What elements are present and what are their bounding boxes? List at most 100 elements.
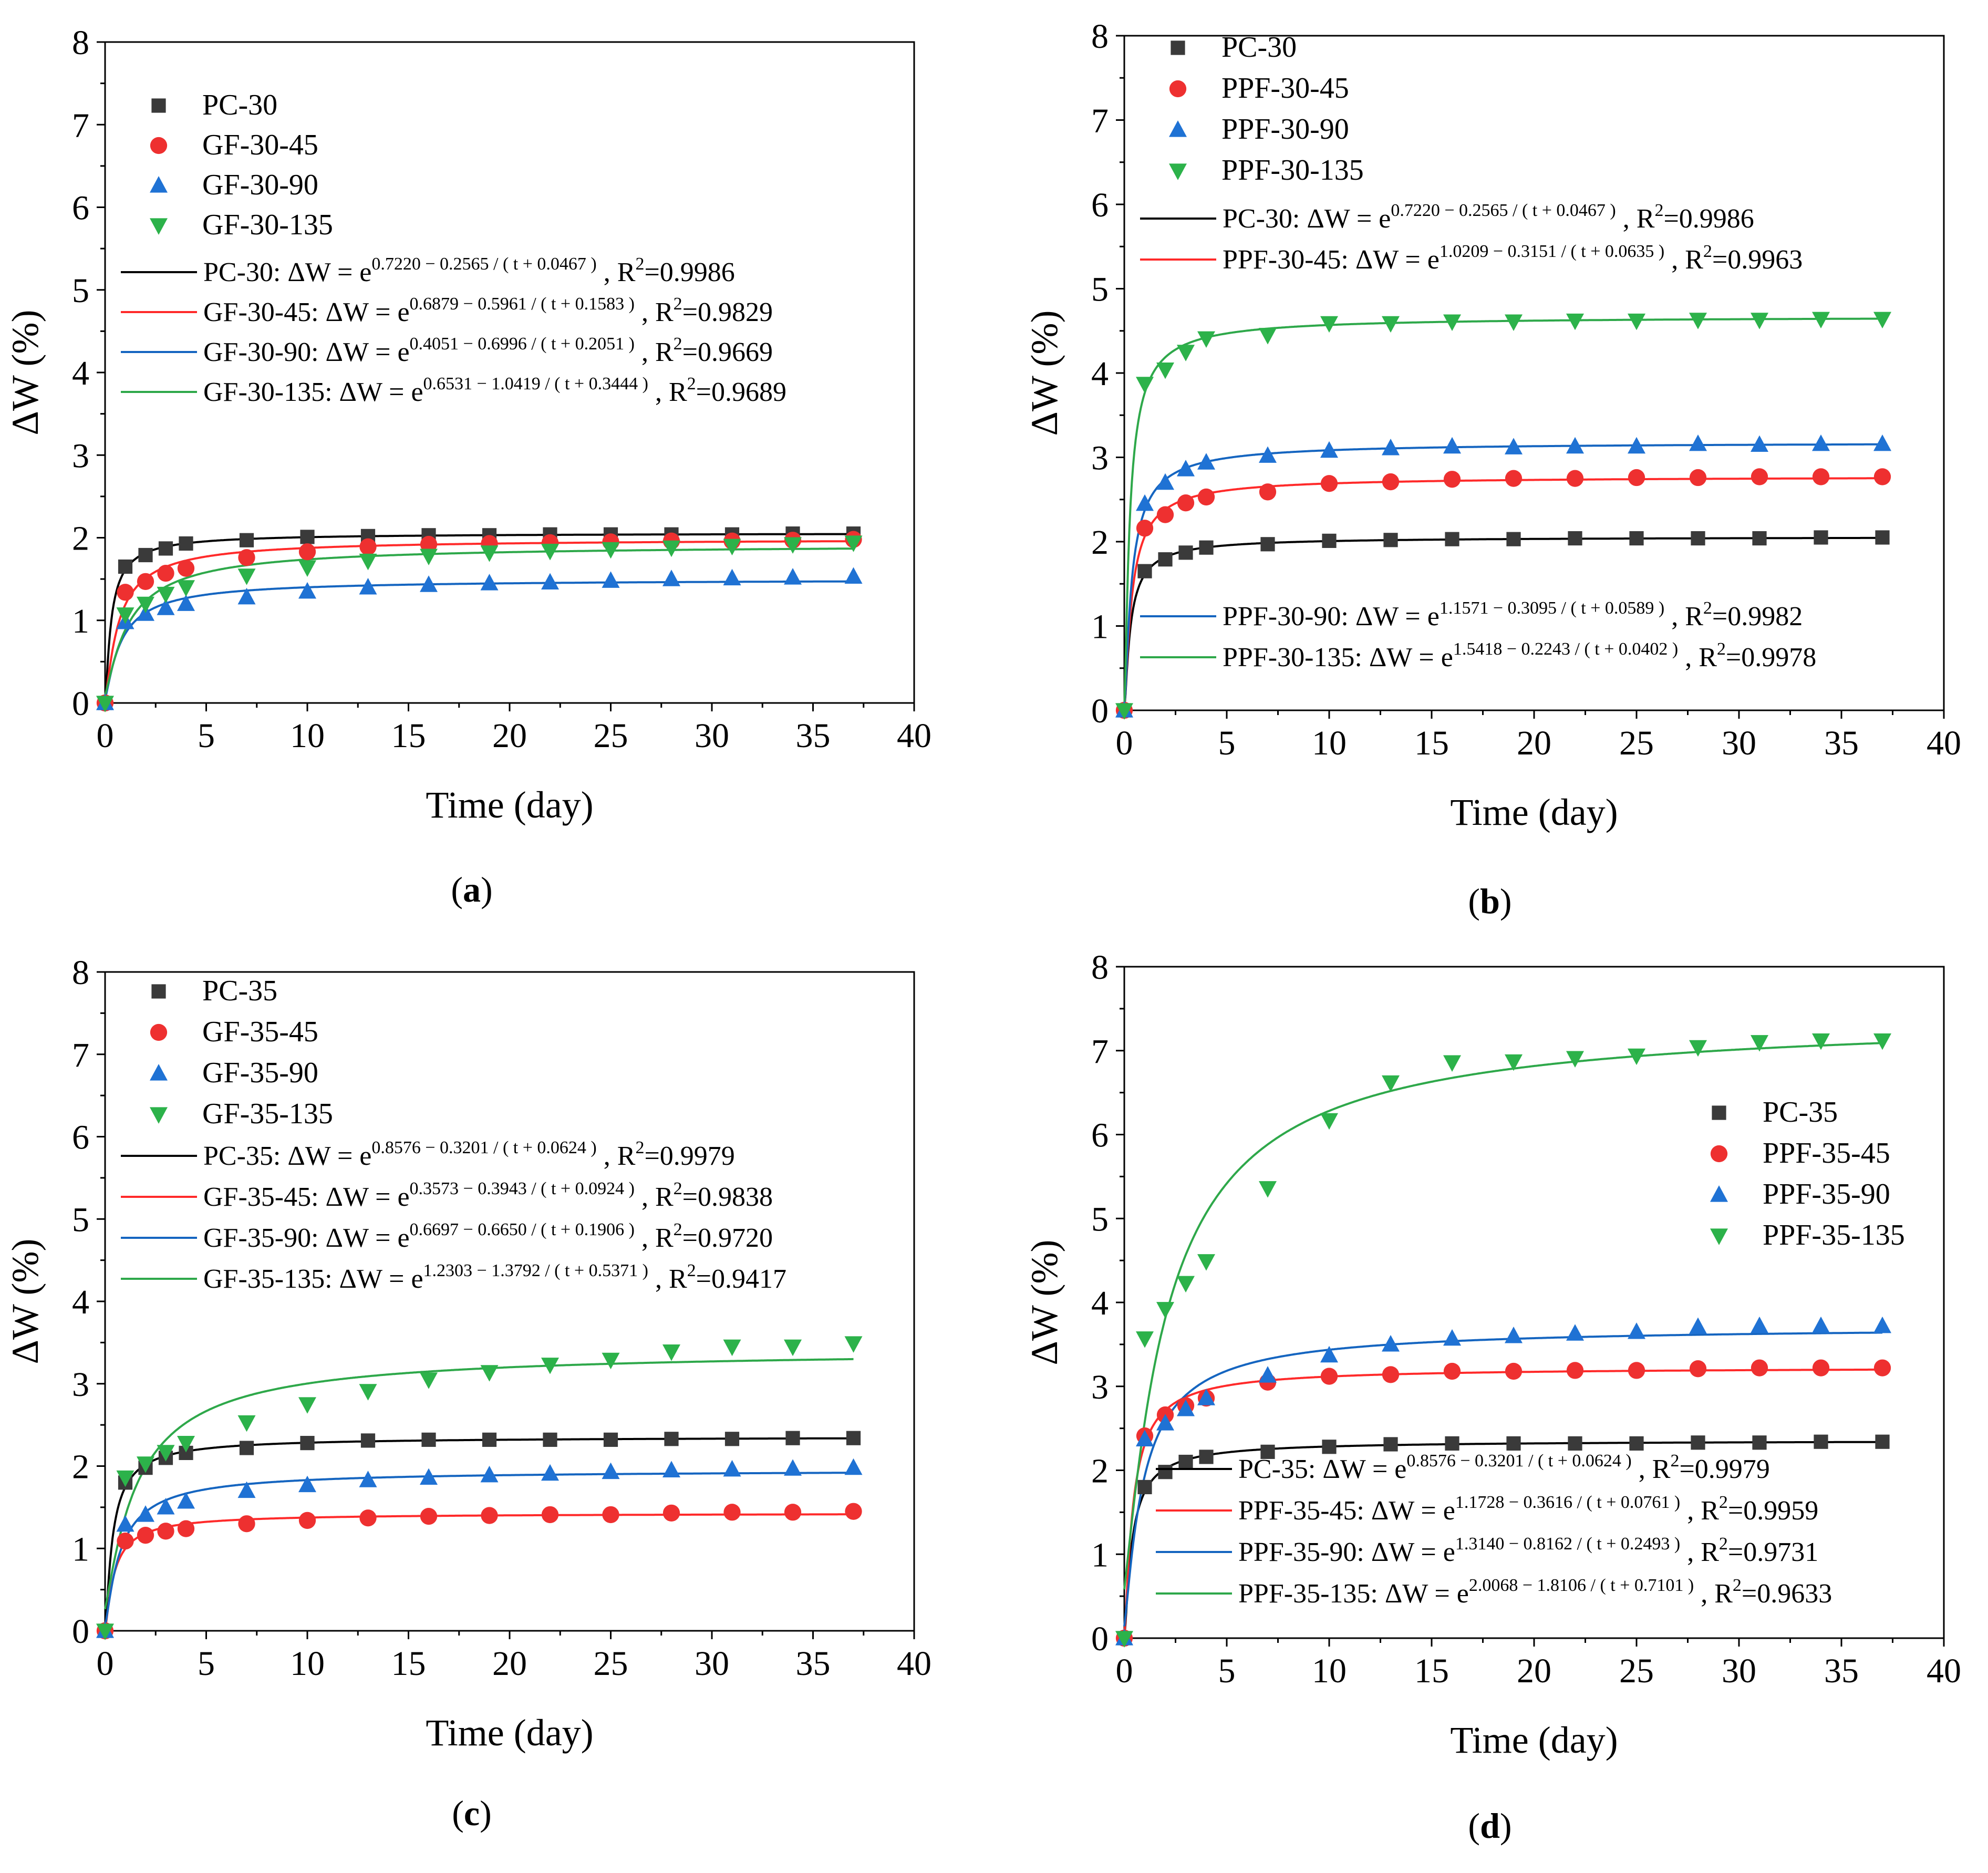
data-point-triangle-down	[237, 568, 256, 585]
caption-open: (	[1468, 1806, 1480, 1846]
y-tick-label: 7	[72, 106, 89, 144]
data-point-triangle-down	[1177, 345, 1195, 361]
legend-fit-4-exponent: 1.2303 − 1.3792 / ( t + 0.5371 )	[423, 1261, 648, 1280]
legend-fit-3-exponent: 1.3140 − 0.8162 / ( t + 0.2493 )	[1455, 1534, 1680, 1554]
data-point-circle	[845, 1503, 862, 1520]
data-point-circle	[1689, 1360, 1707, 1378]
data-point-triangle-down	[602, 1352, 620, 1370]
x-tick-label: 20	[492, 717, 527, 755]
data-point-circle	[1566, 470, 1584, 487]
data-point-triangle-down	[96, 696, 114, 712]
data-point-triangle-up	[1320, 1346, 1338, 1363]
data-point-circle	[1136, 520, 1154, 537]
data-point-square	[1137, 564, 1152, 578]
x-tick-label: 10	[1312, 1652, 1347, 1690]
data-point-circle	[1812, 1359, 1830, 1377]
y-tick-label: 4	[1091, 1284, 1109, 1322]
x-tick-label: 30	[1722, 724, 1756, 762]
data-point-triangle-up	[1873, 434, 1891, 451]
data-point-circle	[117, 584, 134, 601]
data-point-square	[1875, 1434, 1890, 1449]
legend-fit-4-label: PPF-35-135: ΔW = e2.0068 − 1.8106 / ( t …	[1238, 1576, 1832, 1609]
legend-fit-2-label-main: GF-35-45: ΔW = e	[203, 1182, 410, 1212]
data-point-triangle-up	[359, 1471, 377, 1487]
data-point-triangle-down	[1873, 312, 1891, 329]
x-tick-label: 25	[1619, 1652, 1654, 1690]
data-point-square	[1383, 1437, 1398, 1452]
data-point-triangle-down	[1443, 314, 1461, 331]
data-point-circle	[1751, 1359, 1768, 1377]
fit-curve-3	[1123, 1331, 1883, 1627]
data-point-triangle-up	[1259, 446, 1277, 463]
legend-marker-square	[151, 98, 166, 113]
data-point-circle	[1812, 468, 1830, 485]
caption-letter: a	[463, 870, 481, 909]
x-tick-label: 0	[97, 1644, 114, 1683]
legend-fit-3-label-main: GF-35-90: ΔW = e	[203, 1223, 410, 1253]
data-point-triangle-down	[359, 1384, 377, 1401]
legend-fit-2-r2-value: =0.9959	[1728, 1496, 1818, 1526]
x-tick-label: 20	[1517, 724, 1551, 762]
data-point-circle	[420, 1507, 438, 1525]
y-tick-label: 6	[1091, 186, 1109, 224]
x-axis-label: Time (day)	[1450, 1719, 1618, 1761]
fit-curve-2	[1123, 477, 1882, 709]
panel-c: 0 5 10 15 20 25 30 35 40 0 1 2 3 4 5 6 7 8 Time (day) ΔW (%…	[4, 954, 931, 1833]
legend-fit-2-exponent: 1.0209 − 0.3151 / ( t + 0.0635 )	[1440, 242, 1664, 261]
data-point-square	[118, 559, 133, 574]
data-point-circle	[238, 549, 255, 566]
data-point-triangle-up	[1197, 1389, 1215, 1405]
data-point-square	[664, 1432, 679, 1446]
data-point-triangle-up	[541, 573, 559, 590]
legend-fit-4-r2-value: =0.9417	[696, 1264, 786, 1294]
data-point-circle	[157, 564, 174, 582]
x-tick-label: 35	[796, 717, 831, 755]
x-tick-label: 40	[897, 1644, 931, 1683]
legend-fit-1-r2-sup: 2	[1670, 1451, 1679, 1471]
legend-label: PC-35	[1763, 1096, 1838, 1129]
legend-label: PPF-30-90	[1221, 113, 1349, 146]
data-point-square	[1158, 1465, 1173, 1479]
data-point-circle	[1443, 1362, 1461, 1380]
fit-curve-2	[104, 1513, 854, 1630]
data-point-triangle-up	[157, 1498, 175, 1515]
legend-fit-4-r2-value: =0.9633	[1742, 1579, 1832, 1609]
legend-fit-1-exponent: 0.7220 − 0.2565 / ( t + 0.0467 )	[1391, 201, 1616, 220]
legend-label: PC-35	[202, 975, 277, 1007]
fit-curve-4	[104, 1358, 854, 1610]
y-tick-label: 1	[72, 602, 89, 640]
x-tick-label: 10	[290, 1644, 325, 1683]
x-tick-label: 25	[594, 717, 628, 755]
legend-fit-2-r2-value: =0.9829	[682, 297, 773, 327]
data-point-square	[300, 530, 315, 544]
data-point-circle	[298, 543, 316, 561]
data-point-triangle-up	[1443, 1329, 1461, 1346]
legend-fit-1-exponent: 0.8576 − 0.3201 / ( t + 0.0624 )	[371, 1138, 596, 1157]
y-tick-label: 0	[1091, 692, 1109, 730]
legend-fit-1-r2-sup: 2	[635, 1138, 644, 1157]
legend-fit-4-r2-prefix: , R	[1694, 1579, 1733, 1609]
legend-fit-3-r2-prefix: , R	[635, 1223, 674, 1253]
legend-label: GF-30-45	[202, 129, 318, 161]
y-tick-label: 3	[72, 1365, 89, 1404]
data-point-triangle-down	[1628, 313, 1645, 330]
y-tick-label: 1	[1091, 608, 1109, 646]
data-point-triangle-up	[1628, 437, 1645, 454]
data-point-triangle-up	[1156, 1414, 1174, 1431]
data-point-triangle-down	[1382, 1075, 1400, 1092]
fit-curve-1	[104, 1437, 854, 1630]
x-tick-label: 35	[1824, 724, 1859, 762]
panel-d: 0 5 10 15 20 25 30 35 40 0 1 2 3 4 5 6 7 8 Time (day) ΔW (%…	[1023, 948, 1961, 1846]
legend-fit-3-label: GF-30-90: ΔW = e0.4051 − 0.6996 / ( t + …	[203, 334, 773, 367]
data-point-circle	[157, 1523, 174, 1540]
legend-fit-4-r2-prefix: , R	[648, 1264, 687, 1294]
data-point-square	[1629, 1436, 1644, 1451]
data-point-triangle-down	[420, 1372, 438, 1389]
data-point-triangle-up	[177, 1492, 195, 1509]
data-point-square	[1506, 532, 1521, 546]
data-point-square	[785, 1431, 800, 1445]
legend-fit-4-exponent: 0.6531 − 1.0419 / ( t + 0.3444 )	[423, 374, 648, 394]
data-point-triangle-down	[1443, 1055, 1461, 1072]
x-tick-label: 10	[290, 717, 325, 755]
fit-curve-3	[104, 580, 854, 699]
